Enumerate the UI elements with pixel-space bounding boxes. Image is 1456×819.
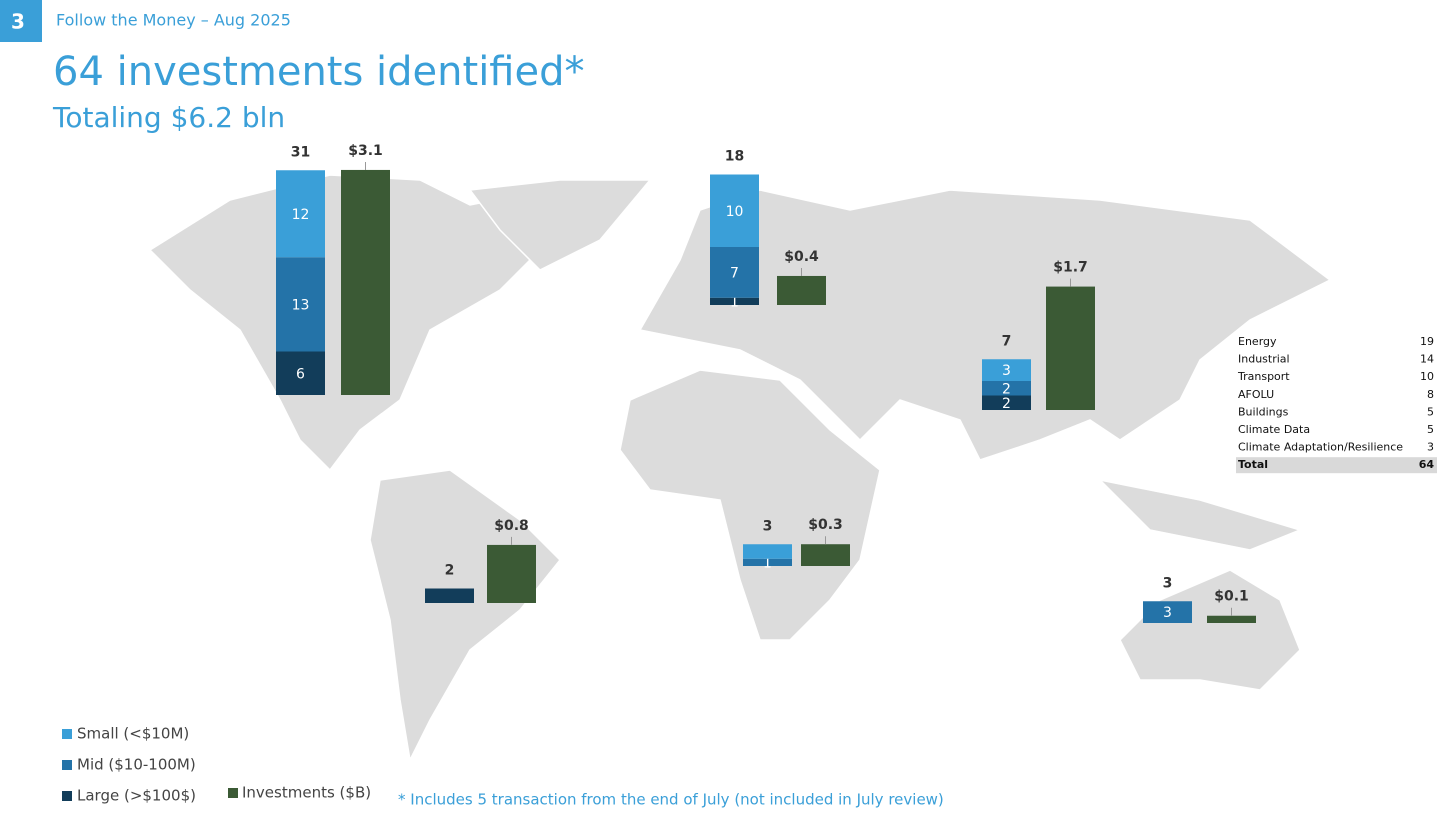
count-segment bbox=[710, 247, 759, 298]
count-segment bbox=[982, 381, 1031, 396]
legend-swatch bbox=[62, 729, 72, 739]
investment-label: $0.8 bbox=[494, 518, 529, 534]
total-row-bg bbox=[1236, 457, 1437, 474]
sector-count: 5 bbox=[1427, 405, 1434, 418]
count-segment bbox=[710, 297, 759, 305]
segment-label: 6 bbox=[296, 366, 305, 382]
segment-label: 3 bbox=[1163, 605, 1172, 621]
count-segment bbox=[743, 544, 792, 559]
legend-swatch bbox=[228, 788, 238, 798]
sector-name: Energy bbox=[1238, 335, 1277, 348]
count-segment bbox=[743, 558, 792, 566]
sector-count: 5 bbox=[1427, 423, 1434, 436]
sector-name: Transport bbox=[1237, 370, 1290, 383]
sector-count: 3 bbox=[1427, 441, 1434, 454]
count-segment bbox=[982, 395, 1031, 410]
investment-bar bbox=[1046, 286, 1095, 410]
investment-label: $1.7 bbox=[1053, 260, 1088, 276]
count-segment bbox=[710, 174, 759, 247]
legend-label: Investments ($B) bbox=[242, 784, 371, 802]
sector-name: Climate Data bbox=[1238, 423, 1310, 436]
investment-label: $0.1 bbox=[1214, 589, 1249, 605]
count-segment bbox=[276, 257, 325, 352]
investment-label: $0.3 bbox=[808, 517, 843, 533]
count-segment bbox=[425, 588, 474, 603]
count-segment bbox=[982, 359, 1031, 381]
investment-bar bbox=[487, 544, 536, 603]
sector-name: Buildings bbox=[1238, 405, 1289, 418]
sector-count: 14 bbox=[1420, 353, 1434, 366]
segment-label: 2 bbox=[1002, 381, 1011, 397]
investment-bar bbox=[1207, 615, 1256, 623]
page-badge bbox=[0, 0, 42, 42]
investment-bar bbox=[341, 169, 390, 395]
investment-label: $3.1 bbox=[348, 143, 383, 159]
section-label: Follow the Money – Aug 2025 bbox=[56, 11, 291, 30]
sector-name: AFOLU bbox=[1238, 388, 1274, 401]
total-label: 3 bbox=[1163, 575, 1173, 591]
sector-count: 8 bbox=[1427, 388, 1434, 401]
sector-table: Energy 19 Industrial 14 Transport 10 AFOLU 8 Bui… bbox=[1236, 335, 1437, 474]
segment-label: 1 bbox=[763, 555, 772, 571]
total-label: 18 bbox=[725, 149, 744, 165]
segment-label: 12 bbox=[292, 207, 310, 223]
total-label: 7 bbox=[1002, 333, 1012, 349]
investment-bar bbox=[801, 544, 850, 566]
segment-label: 13 bbox=[292, 297, 310, 313]
investment-label: $0.4 bbox=[784, 249, 819, 265]
segment-label: 10 bbox=[726, 204, 744, 220]
segment-label: 7 bbox=[730, 265, 739, 281]
sector-name: Climate Adaptation/Resilience bbox=[1238, 441, 1403, 454]
footnote: * Includes 5 transaction from the end of… bbox=[398, 791, 944, 809]
total-label: 3 bbox=[763, 518, 773, 534]
total-label: 2 bbox=[445, 563, 455, 579]
investment-bar bbox=[777, 275, 826, 305]
sector-count: 10 bbox=[1420, 370, 1434, 383]
count-segment bbox=[276, 170, 325, 258]
segment-label: 3 bbox=[1002, 363, 1011, 379]
legend-swatch bbox=[62, 791, 72, 801]
segment-label: 1 bbox=[730, 294, 739, 310]
legend-label: Mid ($10-100M) bbox=[77, 756, 196, 774]
sector-name: Industrial bbox=[1238, 353, 1290, 366]
count-segment bbox=[276, 351, 325, 395]
legend-swatch bbox=[62, 760, 72, 770]
subtitle: Totaling $6.2 bln bbox=[52, 101, 285, 134]
legend: Small (<$10M) Mid ($10-100M) Large (>$100$… bbox=[62, 725, 371, 805]
title: 64 investments identified* bbox=[53, 49, 585, 95]
total-name: Total bbox=[1238, 458, 1268, 471]
total-label: 31 bbox=[291, 144, 310, 160]
legend-label: Large (>$100$) bbox=[77, 787, 196, 805]
legend-label: Small (<$10M) bbox=[77, 725, 189, 743]
page-number: 3 bbox=[11, 10, 25, 34]
total-count: 64 bbox=[1419, 458, 1435, 471]
world-map bbox=[148, 174, 1332, 763]
count-segment bbox=[1143, 601, 1192, 623]
sector-count: 19 bbox=[1420, 335, 1434, 348]
segment-label: 2 bbox=[1002, 396, 1011, 412]
